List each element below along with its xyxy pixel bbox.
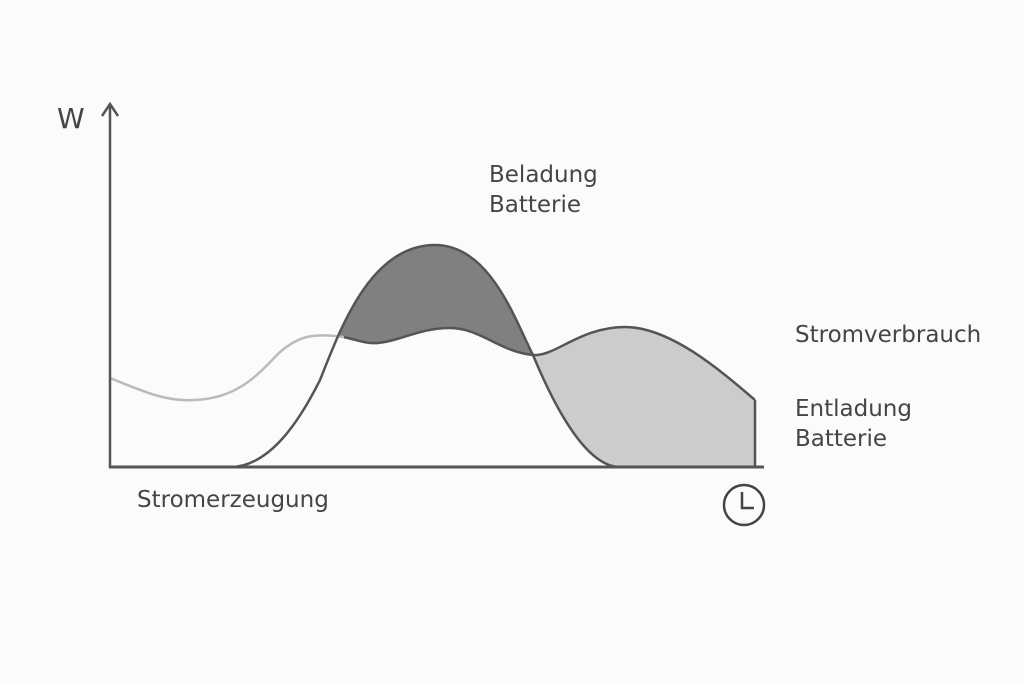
y-axis-label: W xyxy=(57,102,85,135)
charging-label-line2: Batterie xyxy=(489,192,582,218)
charging-label: Beladung Batterie xyxy=(489,160,598,220)
generation-label: Stromerzeugung xyxy=(137,487,329,513)
discharging-label-line2: Batterie xyxy=(795,426,888,452)
discharging-area xyxy=(533,327,755,467)
consumption-label: Stromverbrauch xyxy=(795,322,982,348)
charging-label-line1: Beladung xyxy=(489,162,598,188)
discharging-label: Entladung Batterie xyxy=(795,394,912,454)
y-axis-arrow-icon xyxy=(100,101,120,117)
discharging-label-line1: Entladung xyxy=(795,396,912,422)
clock-icon xyxy=(722,483,766,527)
